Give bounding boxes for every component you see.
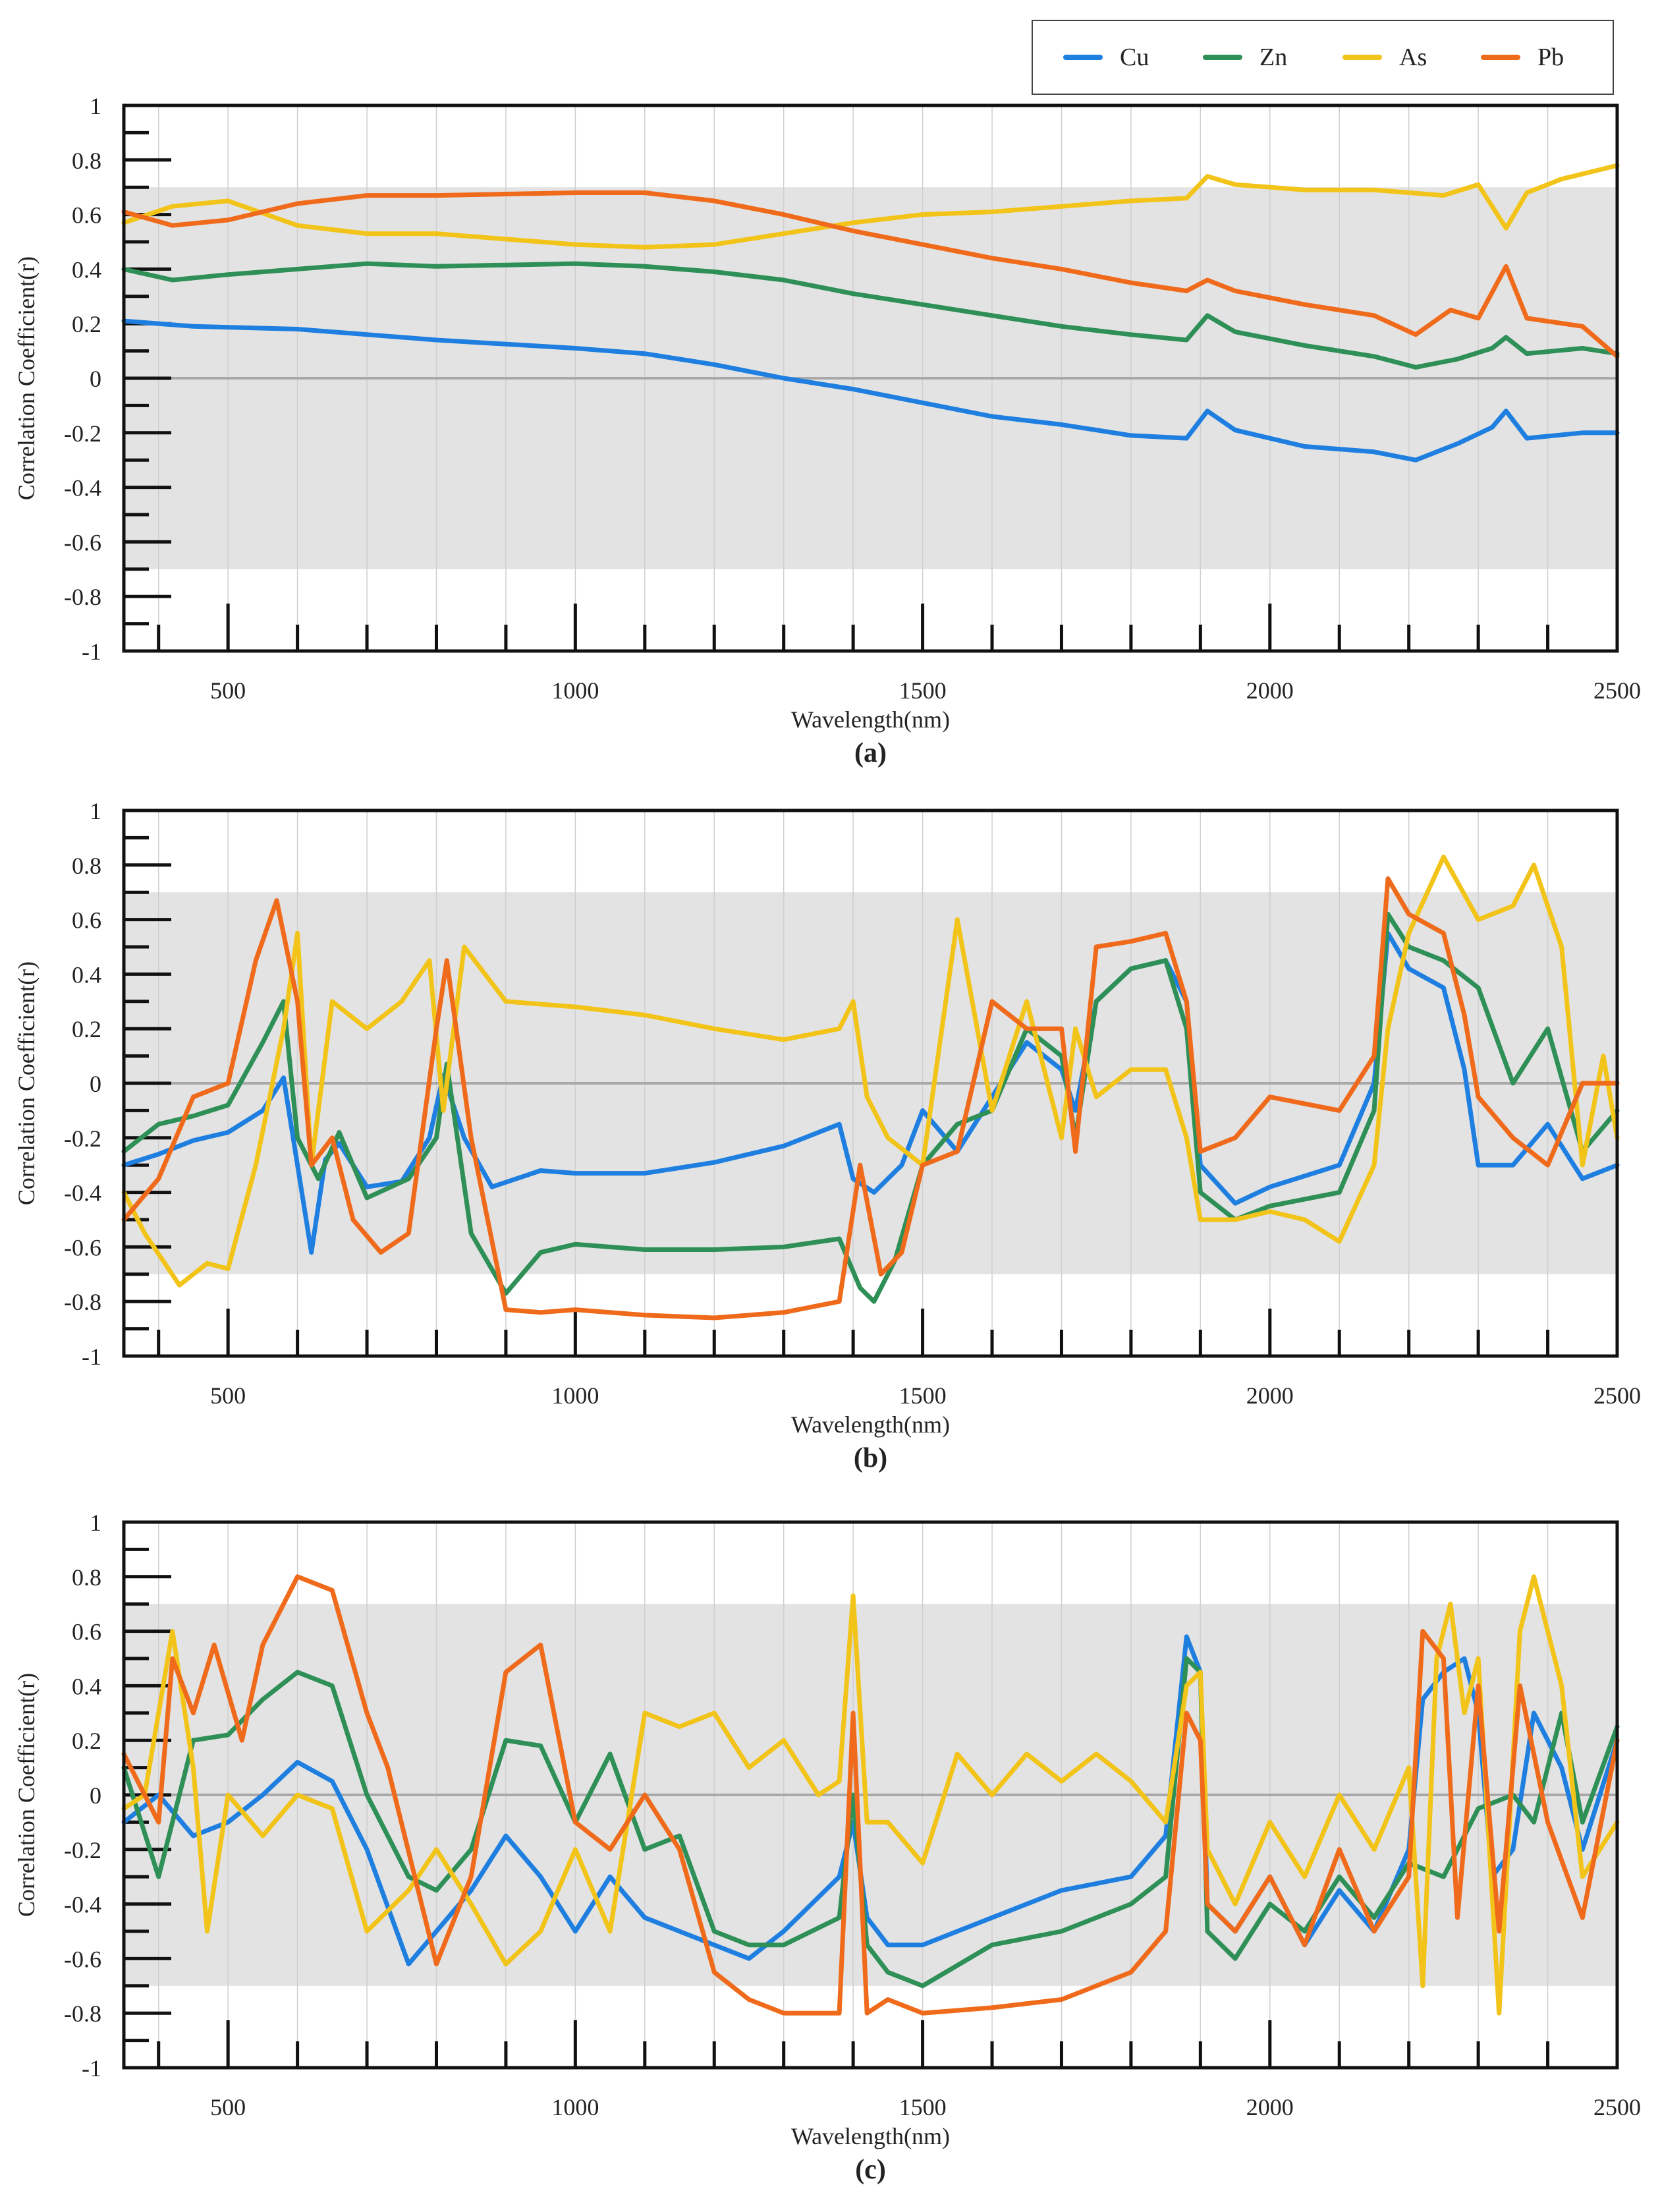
series-line-pb — [121, 190, 1620, 359]
legend-label-pb: Pb — [1537, 43, 1564, 71]
y-tick-label: 0.6 — [72, 907, 101, 934]
legend-swatch-cu — [1063, 55, 1103, 60]
x-tick-label: 2500 — [1593, 1382, 1641, 1409]
series-line-pb — [121, 876, 1620, 1320]
y-tick-label: 0.8 — [72, 148, 101, 174]
x-tick-label: 1500 — [899, 1382, 947, 1409]
legend-label-as: As — [1399, 43, 1427, 71]
y-tick-label: 1 — [90, 1510, 101, 1536]
y-tick-label: -0.8 — [64, 584, 101, 610]
x-tick-label: 500 — [210, 2094, 246, 2120]
x-tick-label: 2000 — [1246, 677, 1294, 704]
panel-caption: (b) — [854, 1443, 887, 1473]
y-tick-label: -1 — [82, 638, 101, 665]
series-line-as — [121, 163, 1620, 250]
series-line-as — [121, 1574, 1620, 2016]
y-tick-label: -0.2 — [64, 1837, 101, 1863]
x-tick-label: 2500 — [1593, 2094, 1641, 2120]
x-axis-label: Wavelength(nm) — [791, 2123, 950, 2149]
x-axis-label: Wavelength(nm) — [791, 706, 950, 733]
legend-swatch-pb — [1481, 55, 1520, 60]
y-tick-label: 0.4 — [72, 961, 101, 988]
x-tick-label: 2000 — [1246, 1382, 1294, 1409]
y-tick-label: -1 — [82, 2055, 101, 2082]
y-tick-label: 0.6 — [72, 202, 101, 229]
y-tick-label: -0.2 — [64, 420, 101, 447]
y-tick-label: 1 — [90, 798, 101, 824]
series-line-zn — [121, 261, 1620, 370]
x-axis-label: Wavelength(nm) — [791, 1411, 950, 1438]
y-tick-label: -0.2 — [64, 1125, 101, 1152]
y-tick-label: 0.2 — [72, 1728, 101, 1754]
plot-frame — [122, 103, 1619, 653]
y-tick-label: 0.2 — [72, 311, 101, 337]
plot-frame — [122, 808, 1619, 1358]
x-tick-label: 2500 — [1593, 677, 1641, 704]
legend-item-zn: Zn — [1203, 21, 1287, 94]
y-axis-label: Correlation Coefficient(r) — [13, 961, 40, 1205]
y-tick-label: -0.6 — [64, 1234, 101, 1261]
y-axis-label: Correlation Coefficient(r) — [13, 256, 40, 500]
x-tick-label: 1000 — [551, 677, 599, 704]
y-tick-label: -0.6 — [64, 1946, 101, 1972]
y-tick-label: -1 — [82, 1344, 101, 1370]
y-tick-label: -0.8 — [64, 1289, 101, 1315]
y-tick-label: 0 — [90, 1782, 101, 1809]
legend-label-cu: Cu — [1120, 43, 1149, 71]
y-tick-label: -0.4 — [64, 1892, 101, 1918]
y-tick-label: 0.8 — [72, 1564, 101, 1591]
x-tick-label: 1500 — [899, 677, 947, 704]
y-tick-label: 0.6 — [72, 1619, 101, 1645]
series-line-zn — [121, 1656, 1620, 1989]
x-tick-label: 500 — [210, 677, 246, 704]
y-tick-label: -0.8 — [64, 2000, 101, 2027]
y-tick-label: -0.4 — [64, 475, 101, 501]
legend-label-zn: Zn — [1259, 43, 1288, 71]
x-tick-label: 500 — [210, 1382, 246, 1409]
x-tick-label: 1000 — [551, 2094, 599, 2120]
y-tick-label: -0.6 — [64, 529, 101, 555]
series-line-as — [121, 854, 1620, 1288]
y-axis-label: Correlation Coefficient(r) — [13, 1673, 40, 1917]
y-tick-label: 0.2 — [72, 1016, 101, 1042]
series-line-cu — [121, 1634, 1620, 1967]
legend: Cu Zn As Pb — [1032, 20, 1614, 95]
y-tick-label: 0 — [90, 1071, 101, 1097]
y-tick-label: 0.4 — [72, 256, 101, 283]
x-tick-label: 1500 — [899, 2094, 947, 2120]
y-tick-label: 1 — [90, 93, 101, 119]
y-tick-label: 0.8 — [72, 853, 101, 879]
x-tick-label: 1000 — [551, 1382, 599, 1409]
series-line-pb — [121, 1574, 1620, 2016]
y-tick-label: -0.4 — [64, 1180, 101, 1206]
plot-frame — [122, 1520, 1619, 2070]
x-tick-label: 2000 — [1246, 2094, 1294, 2120]
y-tick-label: 0.4 — [72, 1673, 101, 1699]
legend-item-as: As — [1342, 21, 1427, 94]
legend-swatch-zn — [1203, 55, 1242, 60]
legend-swatch-as — [1342, 55, 1382, 60]
series-line-cu — [121, 318, 1620, 463]
legend-item-cu: Cu — [1063, 21, 1149, 94]
panel-caption: (c) — [855, 2155, 886, 2185]
panel-caption: (a) — [854, 738, 887, 768]
y-tick-label: 0 — [90, 366, 101, 392]
legend-item-pb: Pb — [1481, 21, 1564, 94]
